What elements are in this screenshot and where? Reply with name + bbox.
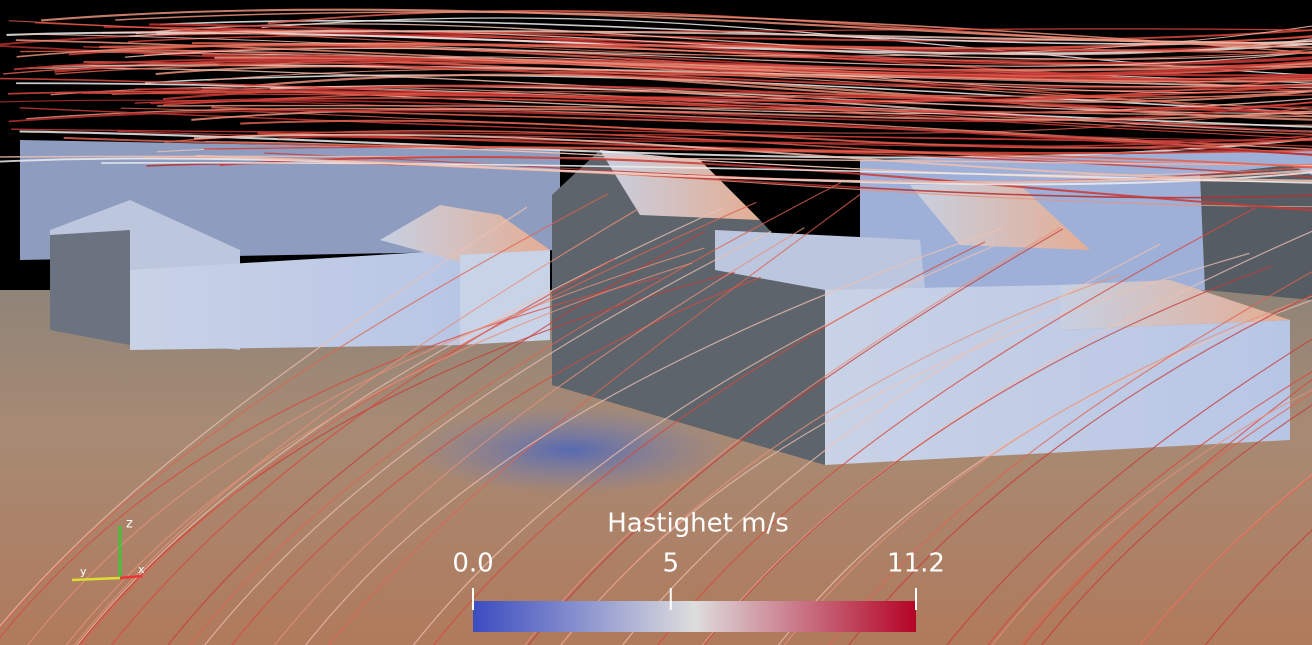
colorbar-tick-label: 0.0 xyxy=(452,549,493,579)
colorbar-ramp xyxy=(473,601,916,632)
y-label: y xyxy=(80,565,87,578)
x-label: x xyxy=(138,563,145,576)
colorbar-tick-label: 5 xyxy=(662,549,679,579)
z-label: z xyxy=(126,517,133,532)
colorbar-tick-label: 11.2 xyxy=(887,549,945,579)
colorbar-title: Hastighet m/s xyxy=(607,509,789,539)
visualization: z y x Hastighet m/s 0.0 5 11.2 xyxy=(0,0,1312,645)
